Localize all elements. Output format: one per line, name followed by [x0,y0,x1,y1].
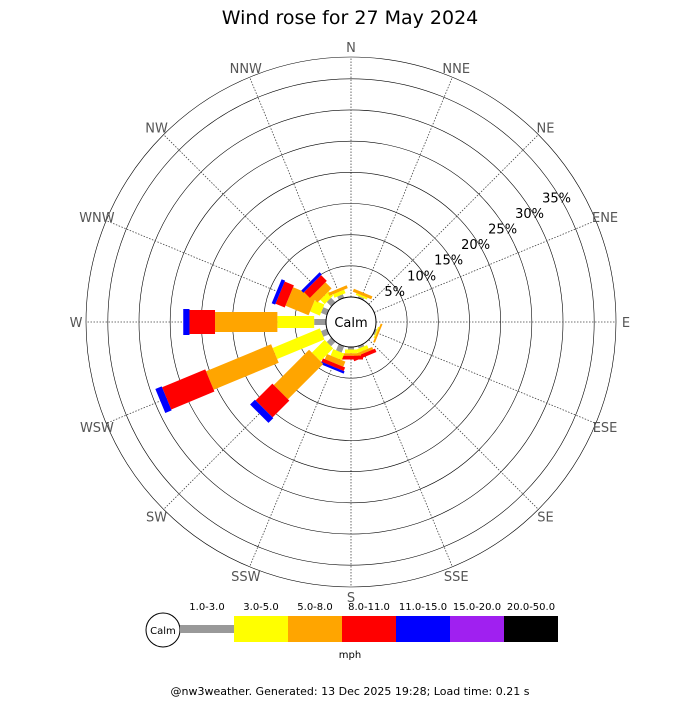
legend-label-6: 20.0-50.0 [507,602,555,613]
legend-label-0: 1.0-3.0 [189,602,224,613]
bar-segment-wnw-0 [322,310,328,312]
legend-swatch-4 [396,616,450,642]
bar-segment-sse-2 [363,351,364,353]
bar-segment-nnw-1 [339,292,340,295]
direction-label-sw: SW [146,510,167,525]
direction-label-ne: NE [536,122,554,137]
bar-segment-wnw-2 [289,296,312,306]
bar-segment-nne-1 [361,295,362,297]
bar-segment-nw-4 [310,281,312,283]
direction-label-wsw: WSW [80,421,114,436]
ring-label-25: 25% [488,223,517,238]
bar-segment-sse-3 [364,353,365,356]
legend-swatch-0 [180,625,234,633]
direction-label-nw: NW [145,122,168,137]
legend-label-4: 11.0-15.0 [399,602,447,613]
bar-segment-ssw-1 [336,351,339,357]
bar-segment-ssw-4 [332,366,333,368]
bar-segment-sse-1 [362,347,363,350]
bar-segment-nne-2 [362,293,363,296]
bar-segment-wnw-1 [312,306,322,310]
legend-label-5: 15.0-20.0 [453,602,501,613]
legend-calm-label: Calm [150,626,176,637]
direction-label-nnw: NNW [230,62,262,77]
legend-swatch-6 [504,616,558,642]
bar-segment-nw-1 [325,296,329,300]
direction-label-wnw: WNW [79,211,115,226]
ring-label-20: 20% [461,238,490,253]
bar-segment-ssw-3 [333,363,334,366]
legend-unit-label: mph [339,650,361,661]
direction-label-ssw: SSW [231,570,261,585]
legend-swatch-5 [450,616,504,642]
bar-segment-wsw-4 [160,398,166,401]
bar-segment-wsw-3 [167,380,210,398]
ring-label-5: 5% [384,285,405,300]
bar-segment-sw-4 [259,409,264,414]
direction-label-nne: NNE [442,62,470,77]
direction-label-se: SE [537,510,553,525]
bar-segment-nw-0 [329,300,333,304]
chart-title: Wind rose for 27 May 2024 [222,7,479,29]
bar-segment-wnw-3 [280,293,289,297]
legend-swatch-1 [234,616,288,642]
bar-segment-nnw-2 [337,289,338,292]
bar-segment-ssw-0 [339,345,342,351]
bar-segment-sw-3 [264,392,281,409]
legend-swatch-2 [288,616,342,642]
direction-label-sse: SSE [444,570,469,585]
calm-label: Calm [334,316,367,331]
ring-label-15: 15% [434,254,463,269]
direction-label-e: E [622,316,630,331]
legend-label-2: 5.0-8.0 [297,602,332,613]
footer-text: @nw3weather. Generated: 13 Dec 2025 19:2… [171,685,530,698]
legend-label-3: 8.0-11.0 [348,602,390,613]
direction-label-ese: ESE [593,421,618,436]
direction-label-ene: ENE [592,211,618,226]
bar-segment-nw-2 [318,289,324,295]
ring-label-35: 35% [542,191,571,206]
bar-segment-ese-2 [377,333,379,334]
bar-segment-ssw-2 [334,358,336,363]
bar-segment-sw-0 [329,340,333,344]
ring-label-30: 30% [515,207,544,222]
direction-label-n: N [346,41,356,56]
bar-segment-wnw-4 [277,291,280,292]
bar-segment-nw-3 [313,284,319,290]
calm-center: Calm [326,297,376,347]
direction-label-w: W [70,316,83,331]
ring-label-10: 10% [407,269,436,284]
legend-label-1: 3.0-5.0 [243,602,278,613]
bar-segment-nnw-0 [340,295,341,298]
legend-swatch-3 [342,616,396,642]
bar-segment-wsw-0 [322,332,328,334]
